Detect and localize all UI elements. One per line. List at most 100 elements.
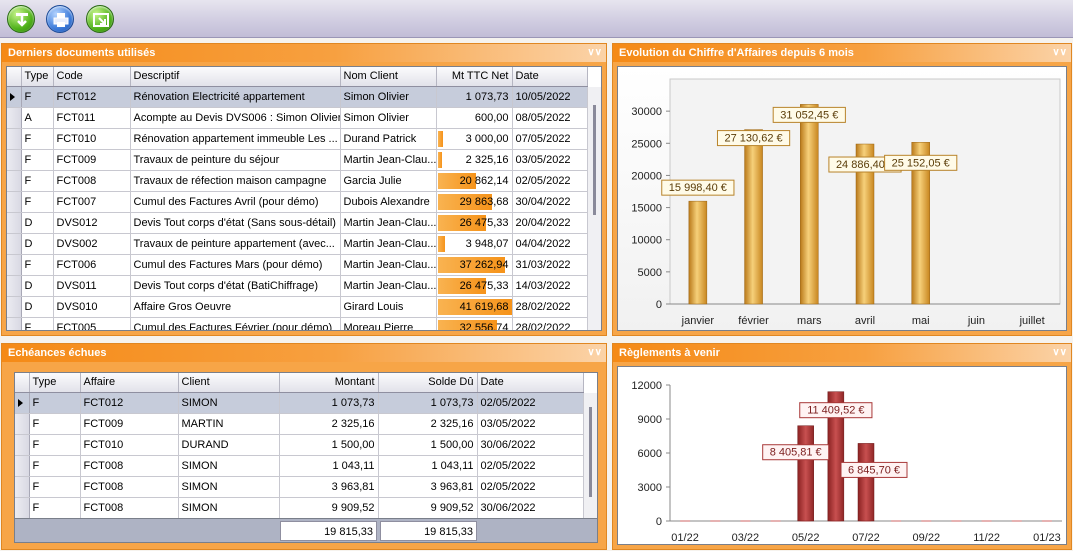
column-header-code[interactable]: Code <box>53 67 131 87</box>
panel-title: Règlements à venir ∨∨ <box>613 344 1071 362</box>
table-row[interactable]: F FCT008 Travaux de réfection maison campa… <box>7 170 588 192</box>
column-header-nom-client[interactable]: Nom Client <box>340 67 437 87</box>
table-row[interactable]: D DVS012 Devis Tout corps d'état (Sans sou… <box>7 212 588 234</box>
table-row[interactable]: F FCT008 SIMON 1 043,11 1 043,11 02/05/2022 <box>15 455 584 477</box>
table-row[interactable]: F FCT010 Rénovation appartement immeuble L… <box>7 128 588 150</box>
table-row[interactable]: F FCT007 Cumul des Factures Avril (pour dé… <box>7 191 588 213</box>
column-header-date[interactable]: Date <box>512 67 588 87</box>
cell-affaire: FCT012 <box>80 392 179 414</box>
header-indicator <box>7 67 22 87</box>
x-tick-label: 01/23 <box>1033 532 1061 544</box>
row-indicator[interactable] <box>7 191 22 213</box>
cell-type: F <box>29 476 81 498</box>
y-tick-label: 5000 <box>638 267 662 279</box>
x-tick-label: 07/22 <box>852 532 880 544</box>
table-row[interactable]: D DVS011 Devis Tout corps d'état (BatiChif… <box>7 275 588 297</box>
table-row[interactable]: F FCT009 MARTIN 2 325,16 2 325,16 03/05/2022 <box>15 413 584 435</box>
row-indicator[interactable] <box>15 476 30 498</box>
cell-date: 04/04/2022 <box>512 233 588 255</box>
collapse-icon[interactable]: ∨∨ <box>587 47 602 58</box>
table-row[interactable]: F FCT005 Cumul des Factures Février (pour … <box>7 317 588 331</box>
row-indicator[interactable] <box>15 392 30 414</box>
scrollbar-thumb[interactable] <box>589 407 592 497</box>
y-tick-label: 20000 <box>631 170 662 182</box>
table-row[interactable]: F FCT008 SIMON 3 963,81 3 963,81 02/05/2022 <box>15 476 584 498</box>
cell-code: FCT009 <box>53 149 131 171</box>
scrollbar-thumb[interactable] <box>593 105 596 215</box>
row-indicator[interactable] <box>7 149 22 171</box>
column-header-solde[interactable]: Solde Dû <box>378 373 478 393</box>
cell-montant: 3 948,07 <box>436 233 513 255</box>
amount-value: 37 262,94 <box>459 258 509 271</box>
table-row[interactable]: F FCT012 Rénovation Electricité appartemen… <box>7 86 588 108</box>
open-button[interactable] <box>86 5 114 33</box>
column-header-type[interactable]: Type <box>21 67 54 87</box>
table-row[interactable]: D DVS002 Travaux de peinture appartement (… <box>7 233 588 255</box>
amount-databar <box>437 151 442 168</box>
collapse-icon[interactable]: ∨∨ <box>587 347 602 358</box>
cell-type: F <box>21 128 54 150</box>
cell-type: F <box>21 254 54 276</box>
row-indicator[interactable] <box>15 455 30 477</box>
row-indicator[interactable] <box>7 233 22 255</box>
column-header-montant[interactable]: Mt TTC Net <box>436 67 513 87</box>
table-row[interactable]: F FCT012 SIMON 1 073,73 1 073,73 02/05/2022 <box>15 392 584 414</box>
row-indicator[interactable] <box>7 86 22 108</box>
cell-nom-client: Durand Patrick <box>340 128 437 150</box>
row-indicator[interactable] <box>7 254 22 276</box>
table-row[interactable]: A FCT011 Acompte au Devis DVS006 : Simon O… <box>7 107 588 129</box>
bar <box>857 443 875 522</box>
amount-value: 32 556,74 <box>459 321 509 331</box>
documents-scrollbar[interactable] <box>587 87 601 330</box>
x-tick-label: janvier <box>681 315 715 327</box>
column-header-descriptif[interactable]: Descriptif <box>130 67 341 87</box>
row-indicator[interactable] <box>7 170 22 192</box>
table-row[interactable]: F FCT006 Cumul des Factures Mars (pour dém… <box>7 254 588 276</box>
table-row[interactable]: F FCT008 SIMON 9 909,52 9 909,52 30/06/2022 <box>15 497 584 519</box>
cell-montant: 3 000,00 <box>436 128 513 150</box>
row-indicator[interactable] <box>15 434 30 456</box>
table-row[interactable]: D DVS010 Affaire Gros Oeuvre Girard Louis 41… <box>7 296 588 318</box>
cell-date: 02/05/2022 <box>477 476 584 498</box>
row-indicator[interactable] <box>7 107 22 129</box>
reglements-chart: 0 3000 6000 9000 12000 01/22 03/22 05/22 07/22 09… <box>617 366 1067 545</box>
column-header-montant[interactable]: Montant <box>279 373 379 393</box>
row-indicator[interactable] <box>7 296 22 318</box>
cell-montant: 32 556,74 <box>436 317 513 331</box>
ca-chart-svg: 0 5000 10000 15000 20000 25000 30000 janvier fév… <box>631 78 1061 327</box>
table-row[interactable]: F FCT009 Travaux de peinture du séjour Mart… <box>7 149 588 171</box>
cell-descriptif: Devis Tout corps d'état (BatiChiffrage) <box>130 275 341 297</box>
collapse-icon[interactable]: ∨∨ <box>1052 347 1067 358</box>
cell-code: FCT006 <box>53 254 131 276</box>
cell-montant: 1 043,11 <box>279 455 379 477</box>
cell-affaire: FCT008 <box>80 476 179 498</box>
row-indicator[interactable] <box>7 212 22 234</box>
bar-janvier <box>688 200 708 305</box>
print-button[interactable] <box>46 5 74 33</box>
collapse-icon[interactable]: ∨∨ <box>1052 47 1067 58</box>
column-header-date[interactable]: Date <box>477 373 584 393</box>
cell-nom-client: Girard Louis <box>340 296 437 318</box>
echeances-scrollbar[interactable] <box>583 393 597 518</box>
x-tick-label: 03/22 <box>732 532 760 544</box>
cell-date: 07/05/2022 <box>512 128 588 150</box>
cell-montant: 3 963,81 <box>279 476 379 498</box>
cell-nom-client: Moreau Pierre <box>340 317 437 330</box>
table-row[interactable]: F FCT010 DURAND 1 500,00 1 500,00 30/06/2022 <box>15 434 584 456</box>
cell-nom-client: Garcia Julie <box>340 170 437 192</box>
cell-code: FCT012 <box>53 86 131 108</box>
column-header-client[interactable]: Client <box>178 373 280 393</box>
cell-date: 02/05/2022 <box>477 392 584 414</box>
export-button[interactable] <box>7 5 35 33</box>
row-indicator[interactable] <box>7 317 22 330</box>
row-indicator[interactable] <box>15 413 30 435</box>
row-indicator[interactable] <box>7 275 22 297</box>
row-indicator[interactable] <box>15 497 30 519</box>
column-header-affaire[interactable]: Affaire <box>80 373 179 393</box>
column-header-type[interactable]: Type <box>29 373 81 393</box>
cell-nom-client: Martin Jean-Clau... <box>340 275 437 297</box>
row-indicator[interactable] <box>7 128 22 150</box>
data-label-box <box>762 444 830 461</box>
cell-type: D <box>21 233 54 255</box>
amount-databar <box>437 235 445 252</box>
